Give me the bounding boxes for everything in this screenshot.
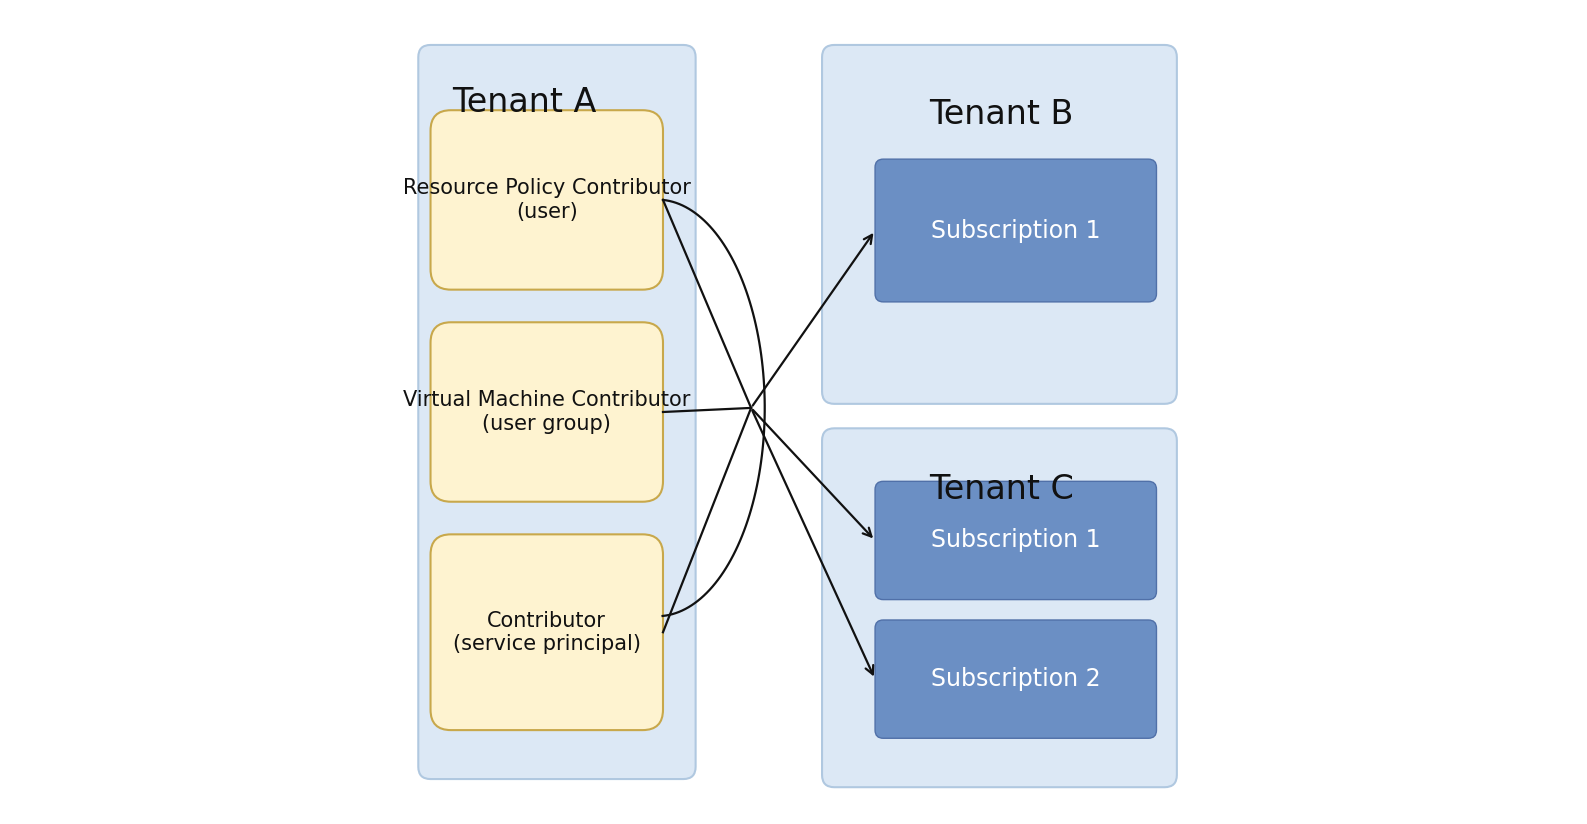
Text: Virtual Machine Contributor
(user group): Virtual Machine Contributor (user group)	[403, 391, 690, 433]
FancyBboxPatch shape	[419, 45, 695, 779]
FancyBboxPatch shape	[874, 481, 1157, 600]
Text: Tenant A: Tenant A	[452, 86, 597, 119]
FancyBboxPatch shape	[430, 110, 663, 290]
Text: Resource Policy Contributor
(user): Resource Policy Contributor (user)	[403, 178, 690, 222]
FancyBboxPatch shape	[874, 620, 1157, 738]
FancyBboxPatch shape	[430, 322, 663, 502]
FancyBboxPatch shape	[430, 534, 663, 730]
Text: Contributor
(service principal): Contributor (service principal)	[452, 611, 641, 653]
FancyBboxPatch shape	[822, 428, 1178, 787]
Text: Subscription 1: Subscription 1	[932, 218, 1100, 242]
FancyBboxPatch shape	[874, 159, 1157, 302]
Text: Tenant B: Tenant B	[930, 98, 1074, 131]
Text: Tenant C: Tenant C	[928, 473, 1074, 506]
Text: Subscription 1: Subscription 1	[932, 528, 1100, 552]
FancyBboxPatch shape	[822, 45, 1178, 404]
Text: Subscription 2: Subscription 2	[932, 667, 1100, 691]
